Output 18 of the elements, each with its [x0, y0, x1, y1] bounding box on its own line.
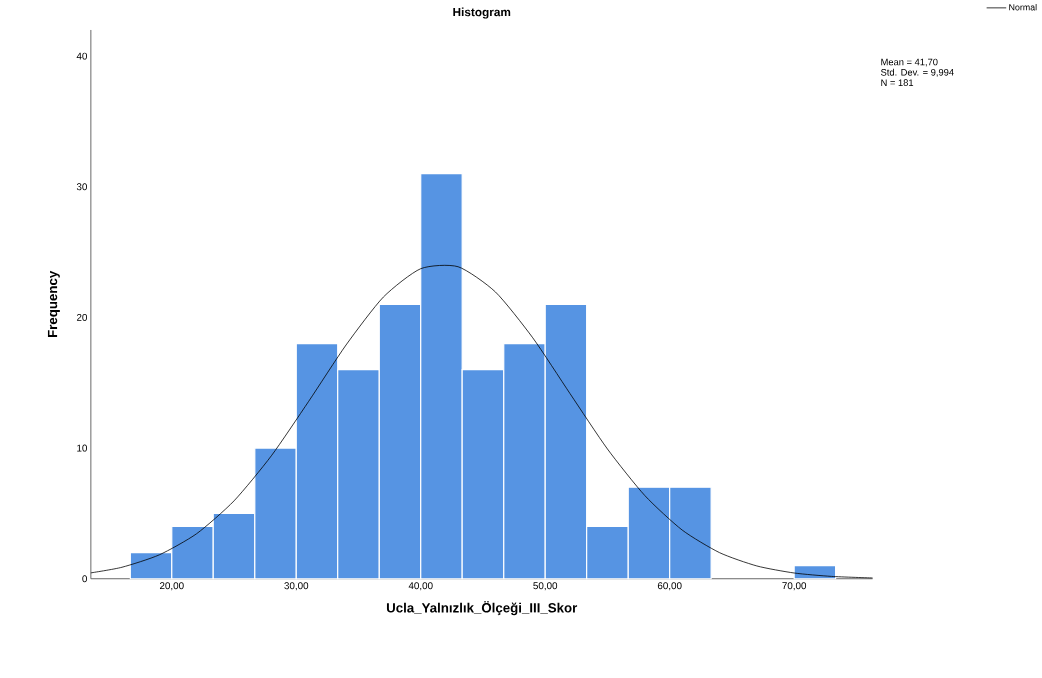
text: Mean = 41,70 — [881, 58, 938, 67]
text: N = 181 — [881, 79, 914, 86]
x-axis-title: Ucla_Yalnızlık_Ölçeği_III_Skor — [386, 601, 578, 616]
x-tick-label: 50,00 — [533, 582, 558, 591]
y-tick-label: 20 — [76, 313, 88, 321]
x-tick-label: 60,00 — [657, 582, 682, 591]
y-tick-label: 0 — [82, 575, 88, 583]
chart-title: Histogram — [453, 7, 511, 19]
y-tick-label: 40 — [76, 52, 88, 60]
y-axis-title: Frequency — [47, 270, 60, 338]
x-tick-label: 30,00 — [284, 582, 309, 591]
text: Std. Dev. = 9,994 — [881, 68, 954, 77]
y-tick-label: 30 — [76, 183, 88, 191]
x-tick-label: 40,00 — [408, 582, 433, 591]
x-tick-label: 20,00 — [159, 582, 184, 591]
legend-label: Normal — [1009, 3, 1037, 11]
y-tick-label: 10 — [77, 444, 88, 452]
x-tick-label: 70,00 — [782, 582, 807, 591]
